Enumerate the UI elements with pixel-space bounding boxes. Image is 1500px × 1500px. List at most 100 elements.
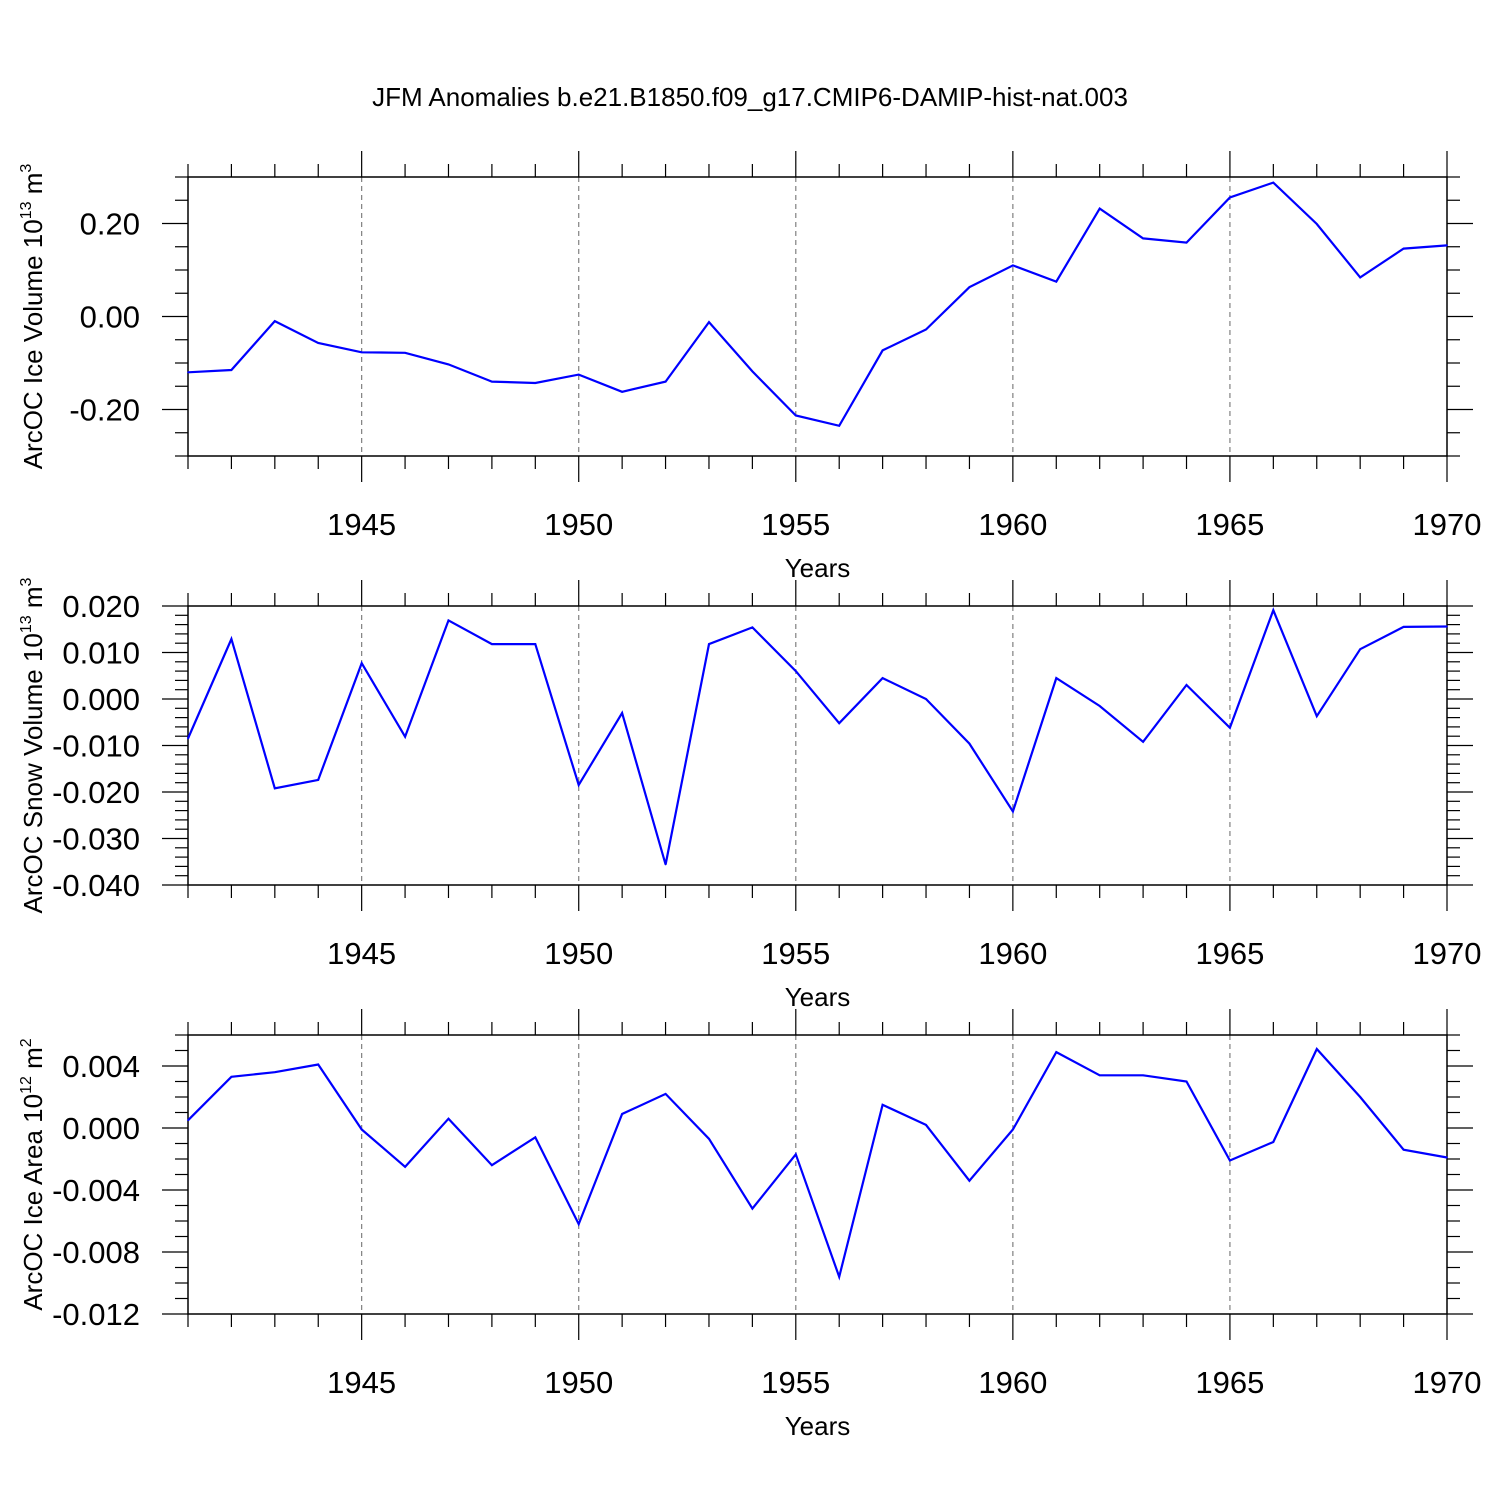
y-tick-label: 0.20 <box>80 207 140 242</box>
y-axis-title-text: ArcOC Snow Volume 10 <box>18 633 48 913</box>
data-point <box>1446 244 1448 247</box>
data-point <box>274 320 276 322</box>
chart-panel-2: -0.040 -0.030 -0.020 -0.010 0.000 0.010 0.020 1… <box>18 577 1481 1012</box>
y-tick-label: 0.00 <box>80 300 140 335</box>
x-tick-label: 1970 <box>1413 1365 1482 1400</box>
data-point <box>794 670 797 672</box>
data-point <box>491 1164 493 1166</box>
data-point <box>577 373 580 376</box>
data-point <box>1012 1128 1014 1131</box>
x-tick-label: 1955 <box>761 1365 830 1400</box>
data-point <box>317 342 320 344</box>
y-axis-title-exponent: 13 <box>18 201 35 219</box>
y-axis-title-exponent: 12 <box>18 1076 35 1094</box>
x-tick-label: 1970 <box>1413 936 1482 971</box>
y-tick-label: -0.040 <box>52 868 140 903</box>
data-point <box>360 662 363 664</box>
data-point <box>1185 1080 1188 1083</box>
x-tick-label: 1945 <box>327 507 396 542</box>
data-point <box>1272 181 1275 184</box>
data-point <box>881 1103 884 1106</box>
data-point <box>491 380 493 383</box>
data-point <box>577 784 580 786</box>
data-point <box>534 1136 537 1139</box>
x-axis-title: Years <box>785 553 851 583</box>
data-point <box>708 1138 710 1140</box>
data-point <box>881 349 884 352</box>
data-point <box>404 1165 406 1168</box>
x-tick-label: 1965 <box>1195 1365 1264 1400</box>
data-point <box>1229 1159 1231 1162</box>
data-point <box>1446 1156 1448 1159</box>
y-axis-title-unit-exponent: 2 <box>18 1038 35 1047</box>
y-axis-title-text: ArcOC Ice Volume 10 <box>18 219 48 469</box>
x-tick-label: 1960 <box>978 1365 1047 1400</box>
x-tick-label: 1965 <box>1195 936 1264 971</box>
data-point <box>1185 241 1188 244</box>
data-point <box>1055 677 1058 679</box>
data-point <box>708 321 710 323</box>
data-point <box>925 698 927 700</box>
data-point <box>1012 810 1014 813</box>
y-tick-label: 0.004 <box>62 1049 140 1084</box>
data-point <box>794 1153 797 1156</box>
data-point <box>1098 207 1101 210</box>
series-line <box>187 1047 1448 1281</box>
plot-frame <box>187 176 1448 457</box>
x-tick-label: 1970 <box>1413 507 1482 542</box>
x-axis-title: Years <box>785 982 851 1012</box>
y-tick-label: 0.000 <box>62 682 140 717</box>
series-line <box>187 181 1448 428</box>
y-axis-title-exponent: 13 <box>18 615 35 633</box>
x-tick-label: 1945 <box>327 936 396 971</box>
data-point <box>187 737 189 740</box>
data-point <box>404 735 406 738</box>
data-point <box>664 863 667 866</box>
data-point <box>360 1128 363 1131</box>
data-point <box>274 1071 276 1073</box>
y-axis-title: ArcOC Ice Area 1012 m2 <box>18 1038 48 1310</box>
y-axis-title-unit-exponent: 3 <box>18 577 35 586</box>
y-axis-title-text: ArcOC Ice Area 10 <box>18 1094 48 1311</box>
data-point <box>534 643 537 645</box>
data-point <box>1315 223 1318 225</box>
x-tick-label: 1945 <box>327 1365 396 1400</box>
chart-panel-3: -0.012 -0.008 -0.004 0.000 0.004 1945 1950 1955… <box>18 1009 1481 1441</box>
x-axis-title: Years <box>785 1411 851 1441</box>
y-tick-label: -0.012 <box>52 1297 140 1332</box>
data-point <box>317 779 320 781</box>
data-point <box>968 742 971 745</box>
data-point <box>794 414 797 417</box>
data-point <box>925 1124 927 1126</box>
data-point <box>1402 1148 1405 1151</box>
data-point <box>577 1223 580 1225</box>
y-axis-title: ArcOC Ice Volume 1013 m3 <box>18 164 48 470</box>
data-point <box>838 722 841 724</box>
series-line <box>186 607 1448 865</box>
chart-panel-1: -0.20 0.00 0.20 1945 1950 1955 1960 1965 1970 Yea… <box>18 151 1481 583</box>
y-tick-label: -0.008 <box>52 1235 140 1270</box>
y-axis-title: ArcOC Snow Volume 1013 m3 <box>18 577 48 913</box>
data-point <box>968 1179 971 1182</box>
data-point <box>1229 727 1231 729</box>
y-tick-label: -0.20 <box>69 393 140 428</box>
data-point <box>621 391 623 393</box>
data-point <box>1402 626 1405 628</box>
x-tick-label: 1955 <box>761 507 830 542</box>
data-point <box>881 677 884 679</box>
plot-frame <box>187 605 1448 886</box>
data-point <box>230 369 233 371</box>
data-point <box>838 1276 841 1278</box>
data-point <box>1012 264 1014 267</box>
data-point <box>664 1093 667 1095</box>
data-point <box>491 643 493 645</box>
data-point <box>1185 684 1188 686</box>
data-point <box>1315 715 1318 718</box>
data-point <box>925 328 927 331</box>
data-point <box>1055 280 1058 283</box>
data-point <box>447 1117 450 1120</box>
data-point <box>187 1119 189 1122</box>
data-point <box>751 626 754 629</box>
data-point <box>1359 648 1361 651</box>
